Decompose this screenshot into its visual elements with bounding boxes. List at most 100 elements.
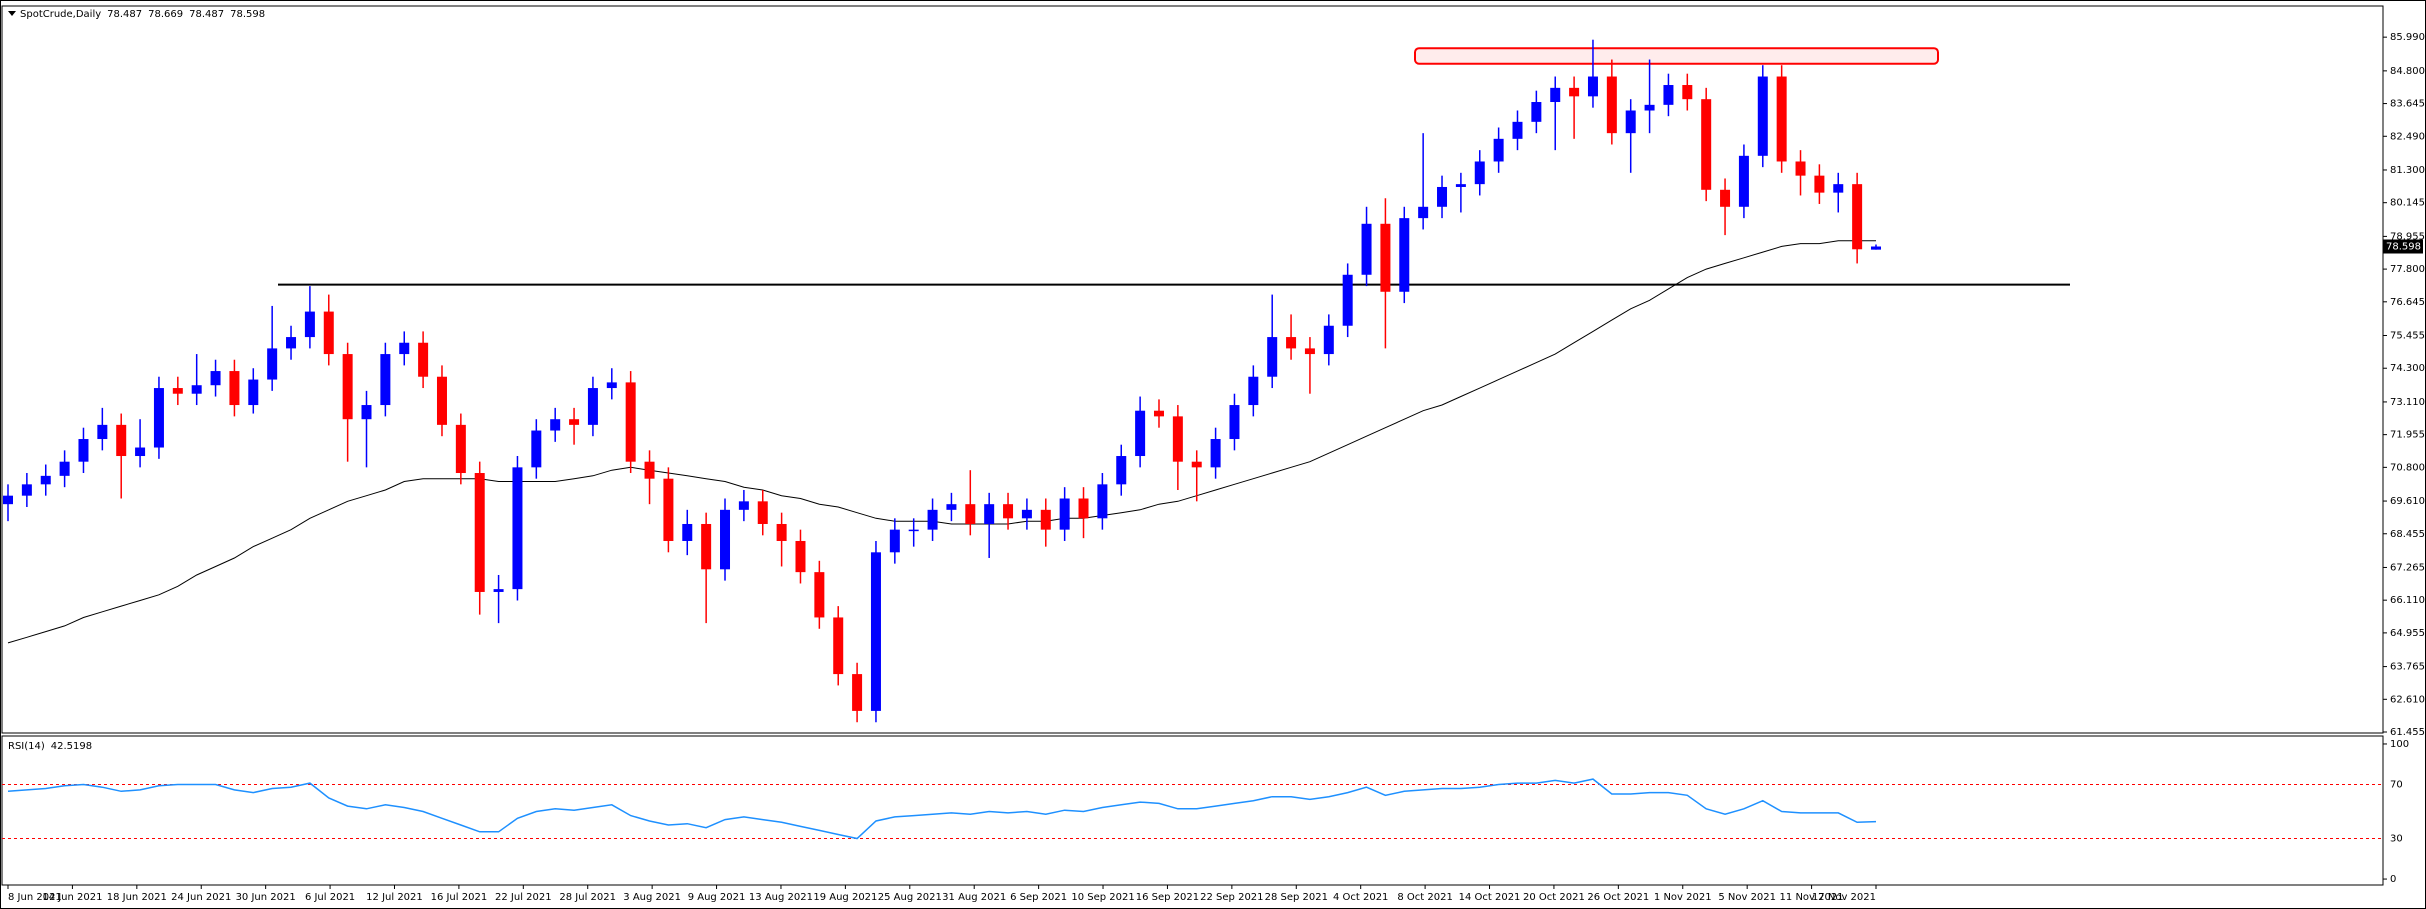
candle-body <box>1135 410 1146 457</box>
y-tick-label: 67.265 <box>2390 562 2425 573</box>
candle-body <box>1399 218 1410 292</box>
x-tick-label: 10 Sep 2021 <box>1071 892 1134 903</box>
candle-body <box>1738 155 1749 207</box>
x-tick-label: 12 Jul 2021 <box>366 892 423 903</box>
x-tick-label: 20 Oct 2021 <box>1523 892 1585 903</box>
x-tick-label: 1 Nov 2021 <box>1654 892 1712 903</box>
x-tick-label: 19 Aug 2021 <box>813 892 877 903</box>
rsi-panel <box>1 735 2384 886</box>
candle-body <box>1531 102 1542 122</box>
candle-body <box>1304 348 1315 355</box>
x-tick-label: 16 Jul 2021 <box>431 892 488 903</box>
candle-body <box>946 504 957 510</box>
x-tick-label: 17 Nov 2021 <box>1812 892 1876 903</box>
rsi-line <box>7 778 1877 840</box>
candle-body <box>1682 85 1693 100</box>
candle-body <box>1361 223 1372 275</box>
candle-body <box>40 475 51 485</box>
candle-body <box>870 552 881 711</box>
candle-body <box>172 388 183 394</box>
x-tick-label: 26 Oct 2021 <box>1587 892 1649 903</box>
y-tick-label: 78.955 <box>2390 231 2425 242</box>
candle-body <box>1229 405 1240 440</box>
candle-body <box>1606 76 1617 134</box>
candle-body <box>550 419 561 431</box>
candle-body <box>1040 509 1051 530</box>
y-tick-label: 61.455 <box>2390 727 2425 738</box>
x-tick-label: 31 Aug 2021 <box>942 892 1006 903</box>
candle-body <box>116 424 127 457</box>
candle-body <box>701 523 712 570</box>
candle-body <box>1097 484 1108 519</box>
candle-body <box>1323 325 1334 355</box>
x-tick-label: 28 Jul 2021 <box>559 892 616 903</box>
rsi-header: RSI(14) 42.5198 <box>8 741 92 752</box>
candle-body <box>1569 87 1580 97</box>
x-tick-label: 25 Aug 2021 <box>878 892 942 903</box>
candle-body <box>814 572 825 618</box>
y-tick-label: 75.455 <box>2390 331 2425 342</box>
rsi-tick-label: 70 <box>2390 779 2403 790</box>
y-tick-label: 76.645 <box>2390 297 2425 308</box>
y-tick-label: 71.955 <box>2390 430 2425 441</box>
candle-body <box>3 495 13 505</box>
candle-body <box>1210 439 1221 468</box>
rsi-tick-label: 100 <box>2390 739 2409 750</box>
y-tick-label: 73.110 <box>2390 397 2425 408</box>
moving-average <box>7 240 1876 644</box>
candle-body <box>1720 189 1731 207</box>
rsi-title: RSI(14) <box>8 741 45 752</box>
candle-body <box>1776 76 1787 162</box>
candle-body <box>965 504 976 524</box>
candle-body <box>304 311 315 338</box>
candle-body <box>1625 110 1636 134</box>
y-tick-label: 63.765 <box>2390 662 2425 673</box>
header-value: 78.669 <box>148 9 183 20</box>
y-tick-label: 70.800 <box>2390 462 2425 473</box>
candle-body <box>1342 274 1353 326</box>
y-tick-label: 66.110 <box>2390 595 2425 606</box>
candle-body <box>776 523 787 541</box>
y-tick-label: 64.955 <box>2390 628 2425 639</box>
candle-body <box>153 388 164 448</box>
header-value: 78.487 <box>189 9 224 20</box>
candle-body <box>436 376 447 425</box>
y-tick-label: 80.145 <box>2390 198 2425 209</box>
candle-body <box>795 540 806 573</box>
candle-body <box>1172 416 1183 462</box>
x-tick-label: 8 Oct 2021 <box>1397 892 1452 903</box>
candle-body <box>1286 337 1297 349</box>
y-tick-label: 85.990 <box>2390 32 2425 43</box>
candle-body <box>1833 184 1844 193</box>
resistance-zone <box>1414 47 1939 65</box>
candle-body <box>889 529 900 553</box>
candle-body <box>644 461 655 479</box>
candle-body <box>59 461 70 476</box>
y-tick-label: 68.455 <box>2390 529 2425 540</box>
x-tick-label: 11 Nov 2021 <box>1780 892 1844 903</box>
candle-body <box>380 354 391 406</box>
candle-body <box>1059 498 1070 530</box>
menu-arrow <box>8 11 16 16</box>
x-tick-label: 6 Jul 2021 <box>305 892 355 903</box>
rsi-value: 42.5198 <box>51 741 92 752</box>
candle-body <box>1512 121 1523 139</box>
price-label-bg <box>2383 239 2423 254</box>
x-tick-label: 24 Jun 2021 <box>171 892 231 903</box>
candle-body <box>606 382 617 389</box>
x-tick-label: 16 Sep 2021 <box>1136 892 1199 903</box>
candle-body <box>908 529 919 532</box>
candle-body <box>1003 504 1014 519</box>
candle-body <box>587 388 598 425</box>
candle-body <box>78 439 89 462</box>
candle-body <box>1550 87 1561 103</box>
candle-body <box>135 447 146 457</box>
candle-body <box>757 501 768 524</box>
candle-body <box>1248 376 1259 406</box>
candle-body <box>1078 498 1089 519</box>
candle-body <box>1757 76 1768 156</box>
main-panel <box>1 5 2384 734</box>
candle-body <box>361 405 372 420</box>
chart-header: SpotCrude,Daily 78.487 78.669 78.487 78.598 <box>20 9 265 20</box>
x-tick-label: 30 Jun 2021 <box>236 892 296 903</box>
